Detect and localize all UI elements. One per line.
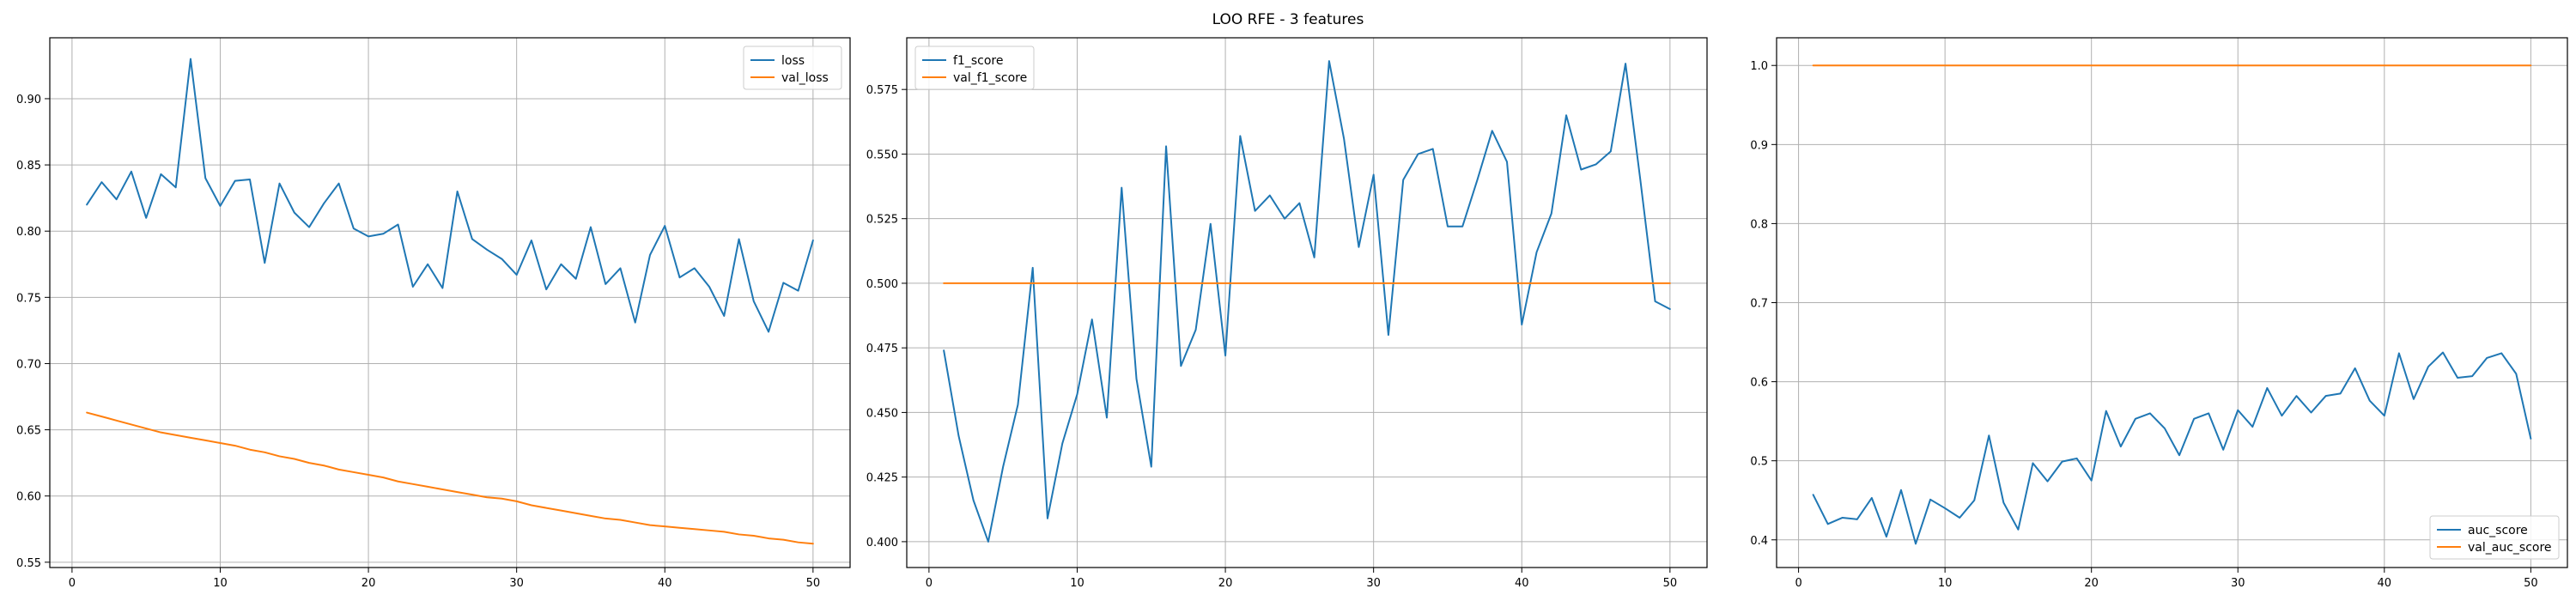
legend-label: auc_score bbox=[2468, 524, 2528, 537]
series-line-loss bbox=[86, 58, 814, 333]
legend-label: val_loss bbox=[781, 71, 829, 85]
x-tick-label: 10 bbox=[1938, 577, 1953, 590]
y-tick-label: 0.65 bbox=[16, 425, 41, 438]
y-tick-label: 0.80 bbox=[16, 226, 41, 239]
y-tick-label: 1.0 bbox=[1750, 60, 1768, 73]
x-tick-label: 20 bbox=[1218, 577, 1233, 590]
y-tick-label: 0.7 bbox=[1750, 298, 1768, 311]
plot-frame bbox=[906, 37, 1708, 568]
x-tick-label: 30 bbox=[1366, 577, 1381, 590]
legend-box bbox=[914, 46, 1035, 90]
legend: auc_score val_auc_score bbox=[2429, 515, 2560, 560]
y-tick-label: 0.9 bbox=[1750, 139, 1768, 152]
y-tick-label: 0.55 bbox=[16, 557, 41, 570]
y-tick-label: 0.90 bbox=[16, 94, 41, 106]
y-tick-label: 0.8 bbox=[1750, 218, 1768, 231]
x-tick-label: 50 bbox=[1663, 577, 1678, 590]
x-tick-label: 40 bbox=[2378, 577, 2392, 590]
legend-label: loss bbox=[781, 54, 805, 68]
legend-label: val_auc_score bbox=[2468, 541, 2552, 555]
y-tick-label: 0.60 bbox=[16, 491, 41, 504]
y-tick-label: 0.75 bbox=[16, 292, 41, 305]
x-tick-label: 0 bbox=[926, 577, 933, 590]
y-tick-label: 0.575 bbox=[866, 84, 898, 97]
plot-frame bbox=[49, 37, 851, 568]
x-tick-label: 20 bbox=[361, 577, 376, 590]
x-tick-label: 40 bbox=[1515, 577, 1529, 590]
y-tick-label: 0.4 bbox=[1750, 535, 1768, 548]
y-tick-label: 0.475 bbox=[866, 343, 898, 355]
x-tick-label: 50 bbox=[2524, 577, 2538, 590]
x-tick-label: 0 bbox=[1795, 577, 1801, 590]
y-tick-label: 0.500 bbox=[866, 278, 898, 291]
legend-box bbox=[2429, 515, 2560, 560]
y-tick-label: 0.85 bbox=[16, 160, 41, 173]
legend: loss val_loss bbox=[743, 46, 842, 90]
auc-score-subplot: 0 10 20 30 40 50 0.4 0.5 0.6 0.7 0.8 0.9 1.0 auc_scor… bbox=[1750, 37, 2568, 590]
x-tick-label: 20 bbox=[2084, 577, 2099, 590]
x-tick-label: 50 bbox=[806, 577, 821, 590]
y-tick-label: 0.450 bbox=[866, 407, 898, 420]
x-tick-label: 10 bbox=[213, 577, 228, 590]
legend-box bbox=[743, 46, 842, 90]
series-line-auc-score bbox=[1812, 351, 2532, 545]
series-line-val-loss bbox=[86, 411, 814, 545]
y-tick-label: 0.400 bbox=[866, 537, 898, 549]
legend-label: f1_score bbox=[953, 54, 1003, 68]
y-tick-label: 0.5 bbox=[1750, 456, 1768, 469]
y-tick-label: 0.425 bbox=[866, 472, 898, 485]
y-tick-label: 0.525 bbox=[866, 214, 898, 227]
x-tick-label: 10 bbox=[1070, 577, 1084, 590]
x-tick-label: 30 bbox=[509, 577, 524, 590]
x-tick-label: 30 bbox=[2231, 577, 2245, 590]
x-tick-label: 40 bbox=[658, 577, 672, 590]
series-line-f1-score bbox=[943, 60, 1671, 543]
y-tick-label: 0.70 bbox=[16, 358, 41, 371]
y-tick-label: 0.6 bbox=[1750, 377, 1768, 390]
x-tick-label: 0 bbox=[69, 577, 76, 590]
legend-label: val_f1_score bbox=[953, 71, 1027, 85]
loss-subplot: 0 10 20 30 40 50 0.55 0.60 0.65 0.70 0.75 0.80 0.85 0… bbox=[16, 37, 851, 590]
figure-title: LOO RFE - 3 features bbox=[1212, 11, 1364, 28]
y-tick-label: 0.550 bbox=[866, 149, 898, 161]
legend: f1_score val_f1_score bbox=[914, 46, 1035, 90]
f1-score-subplot: 0 10 20 30 40 50 0.400 0.425 0.450 0.475 0.500 0.52… bbox=[866, 37, 1708, 590]
